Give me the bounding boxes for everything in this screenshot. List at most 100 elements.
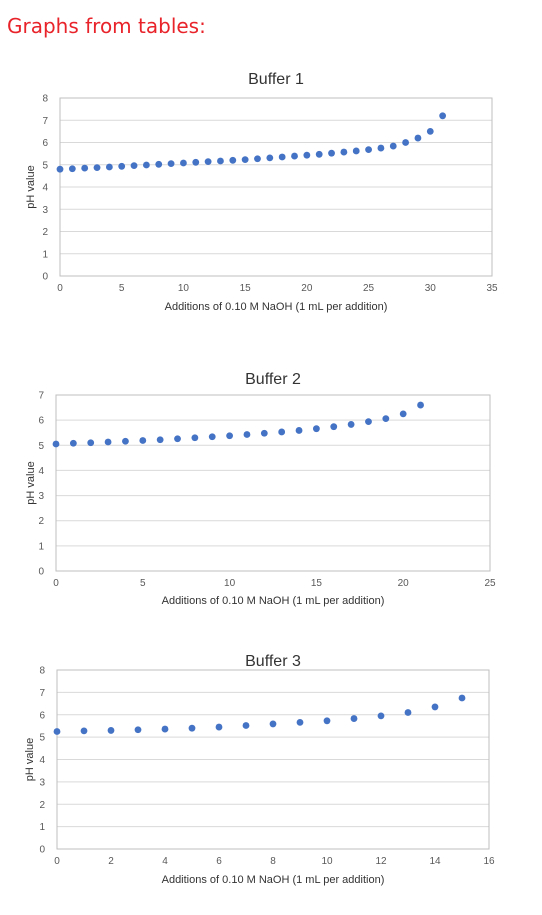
buffer-1-y-tick-label: 5 bbox=[42, 160, 48, 171]
buffer-3-y-tick-label: 6 bbox=[39, 710, 45, 721]
buffer-1-data-point bbox=[56, 165, 64, 173]
buffer-1-data-point bbox=[68, 165, 76, 173]
buffer-1-y-tick-label: 3 bbox=[42, 205, 48, 216]
buffer-1-data-point bbox=[254, 155, 261, 163]
buffer-3-y-tick-label: 7 bbox=[39, 688, 45, 699]
buffer-3-data-point bbox=[107, 727, 115, 734]
buffer-1-data-point bbox=[303, 151, 311, 159]
buffer-2-data-point bbox=[122, 437, 129, 445]
buffer-1-x-tick-label: 0 bbox=[57, 283, 63, 294]
buffer-2-x-tick-label: 5 bbox=[140, 578, 146, 589]
buffer-2-data-point bbox=[365, 418, 372, 426]
buffer-3-data-point bbox=[269, 720, 277, 728]
buffer-3-title: Buffer 3 bbox=[245, 653, 301, 670]
buffer-2-chart: Buffer 2 0 1 2 3 4 5 6 7 0 5 10 15 20 25 Additions of 0… bbox=[25, 371, 496, 607]
buffer-3-y-tick-label: 1 bbox=[39, 822, 45, 833]
buffer-1-x-tick-label: 20 bbox=[301, 283, 313, 294]
buffer-1-data-point bbox=[278, 153, 286, 161]
buffer-1-plot-area bbox=[59, 97, 493, 277]
buffer-2-data-point bbox=[417, 401, 424, 409]
buffer-2-data-point bbox=[347, 421, 355, 428]
buffer-2-data-point bbox=[330, 423, 338, 431]
buffer-2-y-tick-label: 5 bbox=[38, 441, 44, 452]
buffer-2-data-point bbox=[139, 437, 147, 444]
buffer-3-data-point bbox=[458, 694, 466, 702]
buffer-2-x-tick-label: 15 bbox=[311, 578, 323, 589]
buffer-1-data-point bbox=[340, 148, 348, 156]
buffer-2-data-point bbox=[295, 427, 303, 434]
buffer-2-data-point bbox=[191, 434, 199, 442]
buffer-3-x-tick-label: 16 bbox=[483, 856, 495, 867]
buffer-3-y-axis-title: pH value bbox=[24, 738, 36, 781]
buffer-3-plot-area bbox=[56, 669, 490, 850]
buffer-2-y-tick-label: 1 bbox=[38, 541, 44, 552]
page-heading: Graphs from tables: bbox=[7, 14, 206, 38]
buffer-3-x-tick-label: 14 bbox=[429, 856, 441, 867]
buffer-2-data-point bbox=[260, 429, 268, 437]
buffer-3-y-tick-label: 4 bbox=[39, 755, 45, 766]
buffer-3-y-tick-label: 3 bbox=[39, 777, 45, 788]
buffer-3-y-tick-label: 5 bbox=[39, 733, 45, 744]
buffer-1-data-point bbox=[81, 164, 89, 172]
buffer-3-data-point bbox=[377, 712, 385, 720]
buffer-1-data-point bbox=[328, 149, 335, 157]
buffer-1-data-point bbox=[180, 159, 187, 167]
buffer-2-x-axis-title: Additions of 0.10 M NaOH (1 mL per addit… bbox=[162, 595, 385, 607]
buffer-3-data-point bbox=[242, 722, 250, 729]
buffer-1-data-point bbox=[426, 127, 434, 135]
buffer-1-data-point bbox=[377, 144, 385, 152]
buffer-1-data-point bbox=[389, 142, 397, 150]
buffer-3-y-tick-label: 0 bbox=[39, 845, 45, 856]
buffer-3-y-tick-label: 2 bbox=[39, 800, 45, 811]
buffer-3-x-tick-label: 0 bbox=[54, 856, 60, 867]
buffer-2-x-tick-label: 25 bbox=[484, 578, 496, 589]
buffer-1-data-point bbox=[402, 139, 409, 146]
buffer-3-x-tick-label: 12 bbox=[375, 856, 387, 867]
buffer-2-plot-area bbox=[55, 394, 491, 572]
buffer-2-data-point bbox=[313, 425, 320, 433]
buffer-3-x-axis-title: Additions of 0.10 M NaOH (1 mL per addit… bbox=[162, 874, 385, 886]
buffer-2-data-point bbox=[243, 431, 251, 438]
buffer-3-x-tick-label: 2 bbox=[108, 856, 114, 867]
buffer-2-data-point bbox=[104, 438, 112, 446]
buffer-2-data-point bbox=[382, 415, 390, 423]
buffer-1-y-tick-label: 1 bbox=[42, 249, 48, 260]
buffer-1-y-axis-title: pH value bbox=[25, 165, 37, 208]
buffer-1-data-point bbox=[352, 147, 360, 155]
buffer-1-data-point bbox=[414, 134, 422, 142]
buffer-1-x-tick-label: 35 bbox=[486, 283, 498, 294]
buffer-2-y-tick-label: 3 bbox=[38, 491, 44, 502]
buffer-1-data-point bbox=[266, 154, 274, 162]
buffer-1-data-point bbox=[204, 158, 212, 166]
buffer-3-x-tick-label: 6 bbox=[216, 856, 222, 867]
buffer-2-y-tick-label: 6 bbox=[38, 416, 44, 427]
buffer-1-chart: Buffer 1 0 1 2 3 4 5 6 7 8 0 5 10 15 20 25 30 35 Additions… bbox=[25, 71, 498, 313]
buffer-2-data-point bbox=[399, 410, 407, 418]
buffer-1-x-tick-label: 5 bbox=[119, 283, 125, 294]
buffer-1-data-point bbox=[241, 156, 249, 164]
buffer-2-y-tick-label: 4 bbox=[38, 466, 44, 477]
buffer-1-y-tick-label: 6 bbox=[42, 138, 48, 149]
buffer-3-x-tick-label: 10 bbox=[321, 856, 333, 867]
buffer-3-data-point bbox=[404, 709, 412, 716]
buffer-2-y-axis-title: pH value bbox=[25, 461, 37, 504]
buffer-2-x-tick-label: 0 bbox=[53, 578, 59, 589]
buffer-1-y-tick-label: 4 bbox=[42, 183, 48, 194]
buffer-2-data-point bbox=[174, 435, 181, 443]
buffer-1-data-point bbox=[192, 158, 200, 166]
buffer-3-data-point bbox=[350, 715, 358, 722]
buffer-3-data-point bbox=[134, 726, 142, 734]
buffer-1-x-tick-label: 15 bbox=[240, 283, 252, 294]
buffer-3-data-point bbox=[53, 728, 61, 735]
buffer-2-x-tick-label: 20 bbox=[398, 578, 410, 589]
buffer-2-data-point bbox=[156, 436, 164, 444]
buffer-3-data-point bbox=[323, 717, 331, 725]
buffer-2-title: Buffer 2 bbox=[245, 371, 301, 388]
buffer-1-data-point bbox=[93, 164, 101, 172]
buffer-1-data-point bbox=[155, 160, 163, 168]
buffer-1-x-axis-title: Additions of 0.10 M NaOH (1 mL per addit… bbox=[165, 301, 388, 313]
buffer-3-y-tick-label: 8 bbox=[39, 666, 45, 677]
buffer-3-x-tick-label: 4 bbox=[162, 856, 168, 867]
buffer-1-y-tick-label: 2 bbox=[42, 227, 48, 238]
